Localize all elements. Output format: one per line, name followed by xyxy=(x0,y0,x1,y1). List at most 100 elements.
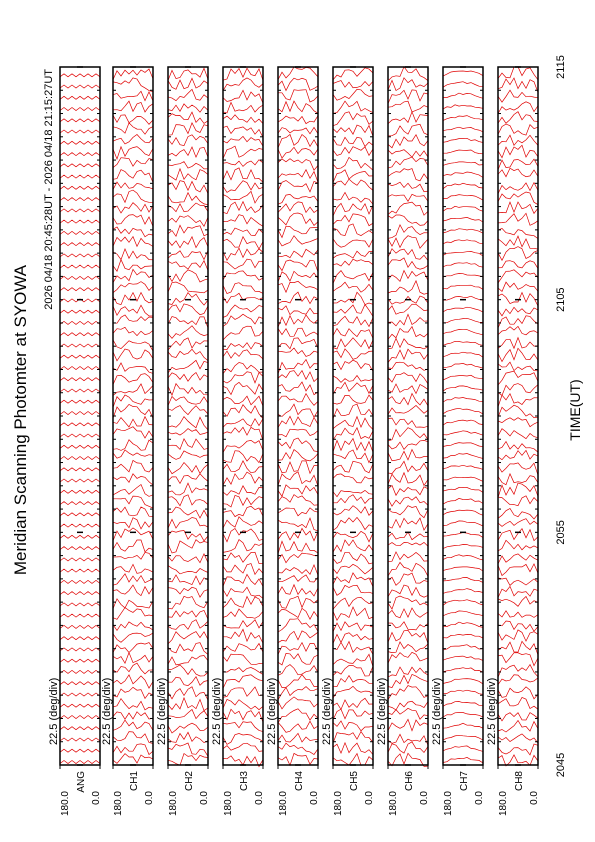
trace xyxy=(167,676,209,686)
trace xyxy=(112,403,154,419)
trace xyxy=(387,641,429,653)
trace xyxy=(332,258,374,267)
trace xyxy=(497,246,539,262)
trace xyxy=(277,126,319,135)
trace xyxy=(167,482,209,496)
trace xyxy=(112,527,154,541)
trace xyxy=(277,403,319,418)
trace xyxy=(112,598,154,609)
trace xyxy=(442,486,484,493)
trace xyxy=(332,146,374,157)
trace xyxy=(497,260,539,269)
trace xyxy=(387,257,429,270)
trace xyxy=(59,84,101,89)
trace xyxy=(222,674,264,689)
trace xyxy=(277,517,319,532)
trace xyxy=(112,247,154,261)
trace xyxy=(222,653,264,666)
trace xyxy=(387,149,429,158)
trace xyxy=(332,460,374,474)
trace xyxy=(59,73,101,78)
trace xyxy=(59,332,101,337)
trace xyxy=(387,629,429,644)
trace xyxy=(222,292,264,304)
trace xyxy=(497,472,539,486)
trace xyxy=(167,642,209,655)
trace xyxy=(387,517,429,531)
trace xyxy=(442,678,484,685)
trace xyxy=(332,303,374,317)
trace xyxy=(167,259,209,271)
trace xyxy=(277,552,319,564)
y-tick-label: 0.0 xyxy=(199,791,210,805)
trace xyxy=(59,411,101,415)
trace xyxy=(277,369,319,383)
trace xyxy=(222,460,264,474)
trace xyxy=(332,238,374,248)
trace xyxy=(167,88,209,102)
trace xyxy=(387,621,429,631)
trace xyxy=(112,563,154,574)
x-tick-label: 2045 xyxy=(555,753,567,777)
trace xyxy=(497,336,539,350)
trace xyxy=(332,584,374,596)
trace xyxy=(112,439,154,451)
trace xyxy=(59,715,101,719)
panel-name: CH4 xyxy=(294,771,305,791)
trace xyxy=(442,374,483,381)
trace xyxy=(277,225,319,239)
trace xyxy=(222,349,264,360)
scale-label: 22.5 (deg/div) xyxy=(376,678,388,745)
trace xyxy=(497,325,539,336)
trace xyxy=(387,372,429,385)
trace xyxy=(497,347,539,363)
trace xyxy=(112,157,154,168)
trace xyxy=(59,275,101,280)
trace xyxy=(277,358,319,375)
trace xyxy=(332,516,374,531)
trace xyxy=(442,544,484,549)
trace xyxy=(59,624,101,629)
trace xyxy=(497,518,539,527)
trace xyxy=(387,551,429,563)
trace xyxy=(387,607,429,619)
trace xyxy=(497,563,539,577)
trace xyxy=(497,227,539,239)
trace xyxy=(277,595,319,609)
trace xyxy=(332,606,374,622)
trace xyxy=(332,530,374,543)
trace xyxy=(442,363,484,369)
trace xyxy=(112,483,154,497)
trace xyxy=(222,586,264,599)
trace xyxy=(442,419,484,426)
trace xyxy=(277,471,319,487)
trace xyxy=(222,426,264,441)
trace xyxy=(277,449,319,462)
trace xyxy=(59,197,101,202)
plot-area: Meridian Scanning Photomter at SYOWA 202… xyxy=(11,55,583,816)
traces xyxy=(222,67,264,768)
trace xyxy=(167,303,209,316)
trace xyxy=(332,539,374,553)
trace xyxy=(497,361,539,372)
trace xyxy=(277,696,319,710)
trace xyxy=(277,574,319,583)
trace xyxy=(277,66,319,80)
trace xyxy=(387,718,429,732)
trace xyxy=(277,494,319,506)
trace xyxy=(222,77,264,91)
trace xyxy=(332,665,374,677)
trace xyxy=(497,370,539,386)
trace xyxy=(387,248,429,261)
trace xyxy=(277,280,319,294)
trace xyxy=(222,395,264,407)
trace xyxy=(497,191,539,205)
trace xyxy=(387,123,429,137)
trace xyxy=(497,101,539,114)
trace xyxy=(59,489,101,494)
panel-frame xyxy=(332,66,374,766)
trace xyxy=(387,77,429,92)
trace xyxy=(59,760,101,764)
trace xyxy=(442,171,484,178)
trace xyxy=(497,201,539,215)
